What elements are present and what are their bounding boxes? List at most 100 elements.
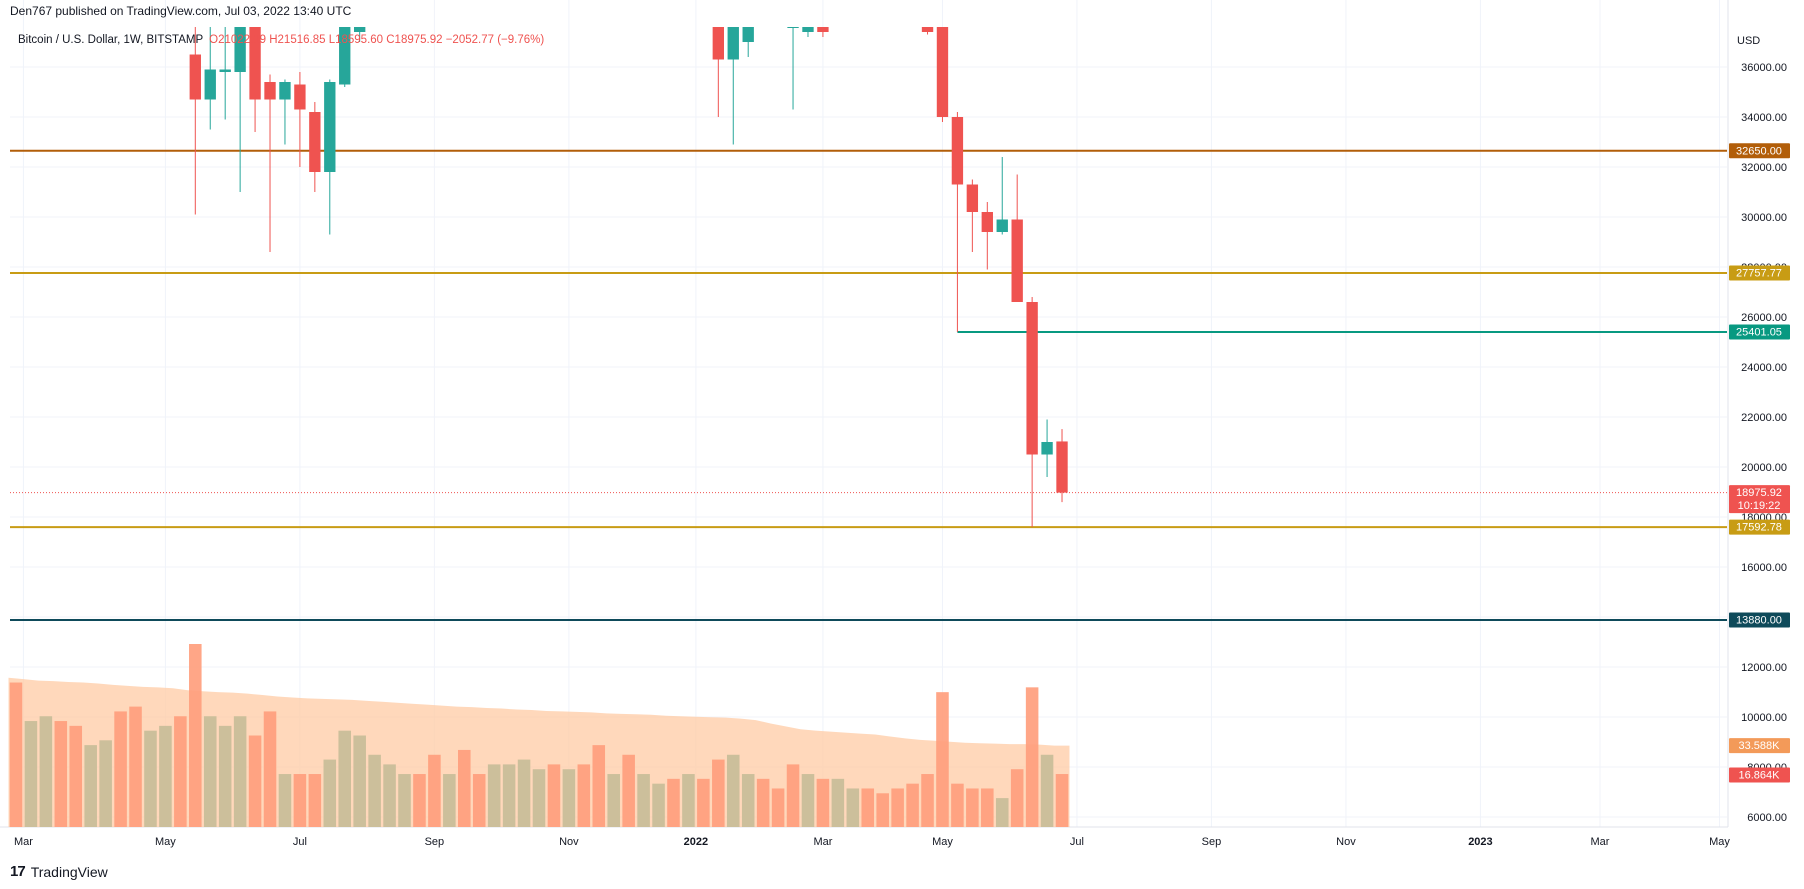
candle-body [996, 219, 1008, 232]
ohlc-values: O21022.19 H21516.85 L18595.60 C18975.92 … [209, 34, 545, 46]
level-price-tag-text: 17592.78 [1736, 522, 1782, 534]
volume-bar [114, 711, 127, 827]
candle-body [339, 27, 351, 85]
horizontal-levels[interactable] [10, 149, 1727, 621]
volume-bar [174, 716, 187, 827]
time-tick-label: Mar [14, 836, 33, 848]
time-tick-label: Mar [813, 836, 832, 848]
volume-bar [682, 774, 695, 827]
volume-bar [99, 740, 112, 827]
candle-body [294, 84, 306, 110]
volume-bar [84, 745, 97, 827]
candle-body [727, 27, 739, 60]
last-price-tag-text: 18975.92 [1736, 487, 1782, 499]
level-price-tag-bg [1729, 519, 1790, 535]
volume-bar [39, 716, 53, 827]
time-tick-label: Jul [293, 836, 307, 848]
level-price-tag-bg [1729, 265, 1790, 281]
price-tick-label: 16000.00 [1741, 562, 1787, 574]
candle-body [742, 27, 754, 42]
volume-bar [966, 788, 979, 827]
time-tick-label: Nov [1336, 836, 1356, 848]
volume-tag-text: 16.864K [1739, 770, 1781, 782]
last-price-tag-bg [1729, 485, 1790, 514]
candle-body [981, 212, 993, 232]
volume-bar [921, 774, 934, 827]
volume-bar [771, 788, 785, 827]
volume-bar [413, 774, 426, 827]
time-axis[interactable]: Mar May Jul Sep Nov 2022 Mar May Jul Sep Nov 2023 Ma… [14, 836, 1730, 848]
volume-bar [995, 798, 1009, 827]
time-tick-label: Nov [559, 836, 579, 848]
volume-bar [517, 759, 531, 827]
level-price-tag-bg [1729, 143, 1790, 159]
price-tick-label: 22000.00 [1741, 412, 1787, 424]
candle-body [309, 112, 321, 172]
volume-bar [1025, 687, 1039, 827]
time-tick-label: Mar [1591, 836, 1610, 848]
volume-bar [592, 745, 606, 827]
volume-bar [562, 769, 576, 827]
price-tick-label: 34000.00 [1741, 112, 1787, 124]
volume-bar [24, 721, 38, 827]
candle-body [951, 117, 964, 185]
volume-bar [667, 778, 680, 827]
volume-bar [816, 778, 830, 827]
volume-bar [951, 783, 964, 827]
volume-bar [69, 725, 83, 827]
candle-body [204, 69, 216, 100]
volume-bar [159, 725, 172, 827]
time-tick-label: Sep [425, 836, 445, 848]
chart-grid [0, 0, 1729, 828]
symbol-title: Bitcoin / U.S. Dollar, 1W, BITSTAMP [18, 34, 204, 46]
volume-bar [233, 716, 247, 827]
price-tick-label: 12000.00 [1741, 662, 1787, 674]
volume-bar [144, 730, 157, 827]
volume-bar [353, 735, 366, 827]
candle-body [1026, 302, 1038, 455]
candle-body [279, 82, 291, 100]
volume-bar [981, 788, 994, 827]
candle-body [353, 27, 366, 32]
time-tick-label: Jul [1070, 836, 1084, 848]
volume-bar [831, 778, 845, 827]
price-tick-label: 32000.00 [1741, 162, 1787, 174]
tradingview-brand[interactable]: 17 TradingView [10, 863, 108, 880]
volume-bar [1055, 774, 1069, 827]
volume-bar [532, 769, 546, 827]
level-price-tag-text: 13880.00 [1736, 615, 1782, 627]
level-price-tag-text: 27757.77 [1736, 268, 1782, 280]
volume-bar [383, 764, 396, 827]
brand-name: TradingView [30, 863, 108, 880]
volume-bar [368, 754, 381, 827]
price-tick-label: 30000.00 [1741, 212, 1787, 224]
volume-bar [218, 725, 232, 827]
volume-bar [906, 783, 919, 827]
price-tick-label: 24000.00 [1741, 362, 1787, 374]
volume-bar [756, 778, 770, 827]
volume-bar [712, 759, 725, 827]
candle-body [1041, 442, 1053, 455]
volume-bar [458, 749, 471, 827]
time-tick-label: 2022 [684, 836, 708, 848]
candle-body [1056, 441, 1068, 493]
volume-bar [203, 716, 217, 827]
volume-bar [861, 788, 875, 827]
volume-bar [308, 774, 322, 827]
candle-body [189, 54, 201, 100]
volume-bar [697, 778, 710, 827]
candle-body [802, 27, 814, 32]
publish-info: Den767 published on TradingView.com, Jul… [10, 4, 352, 18]
candle-body [921, 27, 934, 32]
volume-bar [741, 774, 755, 827]
price-axis[interactable]: USD6000.008000.0010000.0012000.0014000.0… [1729, 0, 1804, 827]
volume-bar [443, 774, 456, 827]
last-price-tag-text: 10:19:22 [1738, 500, 1781, 512]
volume-pane [8, 644, 1070, 827]
price-axis-bg [1729, 0, 1804, 827]
volume-bar [323, 759, 337, 827]
volume-bar [472, 774, 486, 827]
level-price-tag-bg [1729, 612, 1790, 628]
level-price-tag-bg [1729, 324, 1790, 340]
